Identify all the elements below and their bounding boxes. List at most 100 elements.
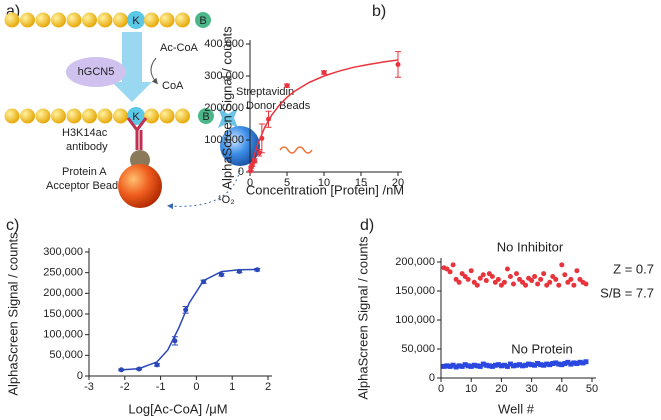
point bbox=[571, 282, 577, 288]
amino-acid bbox=[82, 108, 97, 124]
amino-acid bbox=[4, 12, 20, 28]
biotin-label: B bbox=[199, 15, 206, 27]
point bbox=[321, 69, 327, 75]
x-tick-label: 40 bbox=[556, 383, 568, 395]
biotin bbox=[198, 108, 214, 124]
point bbox=[553, 360, 559, 366]
amino-acid bbox=[97, 108, 113, 124]
y-tick-label: 300,000 bbox=[43, 246, 83, 258]
point bbox=[498, 363, 504, 369]
amino-acid bbox=[97, 12, 113, 28]
point bbox=[532, 362, 538, 368]
point bbox=[462, 362, 468, 368]
point bbox=[480, 272, 486, 278]
point bbox=[556, 282, 562, 288]
y-tick-label: 200,000 bbox=[43, 287, 83, 299]
x-tick-label: 0 bbox=[438, 383, 444, 395]
antibody-label: H3K14ac bbox=[62, 127, 108, 139]
point bbox=[474, 363, 480, 369]
point bbox=[523, 282, 529, 288]
y-axis-label: AlphaScreen Signal / counts bbox=[219, 26, 234, 190]
cofactor-label: Ac-CoA bbox=[160, 42, 199, 54]
amino-acid bbox=[66, 12, 82, 28]
point bbox=[395, 61, 401, 67]
fit-curve bbox=[121, 268, 258, 371]
x-tick-label: 20 bbox=[495, 383, 507, 395]
point bbox=[510, 363, 516, 369]
point bbox=[523, 362, 529, 368]
acceptor-bead bbox=[118, 164, 162, 208]
point bbox=[504, 266, 510, 272]
biotin-label: B bbox=[202, 111, 209, 123]
point bbox=[456, 363, 462, 369]
point bbox=[459, 363, 465, 369]
y-tick-label: 100,000 bbox=[395, 314, 435, 326]
acceptor-label: Protein A bbox=[62, 166, 107, 178]
x-tick-label: 5 bbox=[284, 177, 290, 189]
point bbox=[447, 269, 453, 275]
point bbox=[574, 268, 580, 274]
acceptor-label: Acceptor Beads bbox=[46, 180, 124, 192]
point bbox=[477, 275, 483, 281]
fit-curve bbox=[249, 59, 399, 173]
point bbox=[559, 362, 565, 368]
amino-acid bbox=[113, 108, 128, 124]
point bbox=[218, 272, 224, 278]
x-tick-label: 10 bbox=[465, 383, 477, 395]
x-tick-label: 30 bbox=[525, 383, 537, 395]
point bbox=[580, 360, 586, 366]
antibody bbox=[126, 117, 148, 150]
point bbox=[465, 363, 471, 369]
point bbox=[529, 362, 535, 368]
point bbox=[471, 362, 477, 368]
point bbox=[450, 362, 456, 368]
point bbox=[568, 276, 574, 282]
reaction-arrow bbox=[112, 32, 152, 102]
y-tick-label: 0 bbox=[77, 370, 83, 382]
point bbox=[553, 276, 559, 282]
point bbox=[535, 361, 541, 366]
point bbox=[483, 278, 489, 284]
point bbox=[284, 83, 290, 89]
point bbox=[538, 276, 544, 282]
point bbox=[501, 279, 507, 285]
amino-acid bbox=[51, 12, 66, 28]
x-tick-label: 10 bbox=[318, 177, 330, 189]
enzyme-label: hGCN5 bbox=[78, 66, 115, 78]
point bbox=[507, 274, 513, 279]
point bbox=[562, 361, 568, 366]
point bbox=[492, 362, 498, 368]
point bbox=[517, 362, 523, 368]
point bbox=[571, 360, 577, 366]
point bbox=[441, 363, 447, 369]
cofactor-arrow bbox=[150, 57, 158, 85]
point bbox=[154, 362, 160, 368]
point bbox=[483, 362, 489, 368]
y-tick-label: 0 bbox=[429, 372, 435, 384]
x-tick-label: 1 bbox=[229, 381, 235, 393]
point bbox=[480, 361, 486, 367]
y-tick-label: 200,000 bbox=[395, 256, 435, 268]
point bbox=[577, 359, 583, 365]
amino-acid bbox=[20, 12, 35, 28]
point bbox=[541, 271, 547, 277]
x-axis-label: Log[Ac-CoA] /μM bbox=[128, 401, 227, 416]
x-tick-label: -3 bbox=[84, 381, 94, 393]
streptavidin bbox=[218, 108, 238, 128]
x-tick-label: 15 bbox=[355, 177, 367, 189]
point bbox=[529, 278, 535, 284]
point bbox=[538, 362, 544, 368]
point bbox=[514, 271, 519, 277]
amino-acid bbox=[82, 12, 97, 28]
point bbox=[547, 279, 553, 285]
amino-acid bbox=[144, 108, 159, 124]
point bbox=[544, 361, 550, 367]
panel-label: c) bbox=[6, 217, 19, 234]
x-tick-label: 50 bbox=[586, 383, 598, 395]
amino-acid bbox=[51, 108, 66, 124]
x-axis-label: Well # bbox=[498, 401, 535, 416]
point bbox=[556, 361, 562, 367]
oxygen-label: ¹O₂ bbox=[218, 194, 235, 206]
point bbox=[535, 281, 541, 287]
